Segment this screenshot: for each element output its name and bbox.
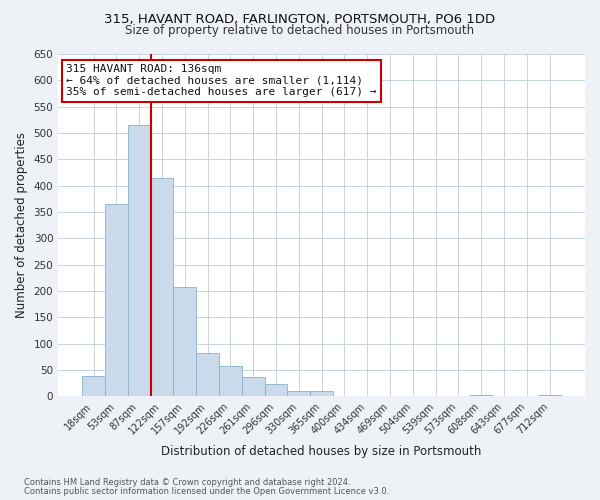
Text: 315, HAVANT ROAD, FARLINGTON, PORTSMOUTH, PO6 1DD: 315, HAVANT ROAD, FARLINGTON, PORTSMOUTH…	[104, 12, 496, 26]
Bar	[470, 395, 493, 396]
Text: Contains public sector information licensed under the Open Government Licence v3: Contains public sector information licen…	[24, 487, 389, 496]
Bar	[219, 366, 242, 396]
Bar	[82, 376, 105, 396]
Bar	[128, 125, 151, 396]
Bar	[196, 352, 219, 397]
Bar	[242, 377, 265, 396]
Text: Size of property relative to detached houses in Portsmouth: Size of property relative to detached ho…	[125, 24, 475, 37]
Text: 315 HAVANT ROAD: 136sqm
← 64% of detached houses are smaller (1,114)
35% of semi: 315 HAVANT ROAD: 136sqm ← 64% of detache…	[66, 64, 377, 98]
Bar	[287, 391, 310, 396]
Text: Contains HM Land Registry data © Crown copyright and database right 2024.: Contains HM Land Registry data © Crown c…	[24, 478, 350, 487]
X-axis label: Distribution of detached houses by size in Portsmouth: Distribution of detached houses by size …	[161, 444, 482, 458]
Bar	[105, 204, 128, 396]
Bar	[151, 178, 173, 396]
Bar	[173, 288, 196, 397]
Bar	[310, 391, 333, 396]
Y-axis label: Number of detached properties: Number of detached properties	[15, 132, 28, 318]
Bar	[538, 395, 561, 396]
Bar	[265, 384, 287, 396]
